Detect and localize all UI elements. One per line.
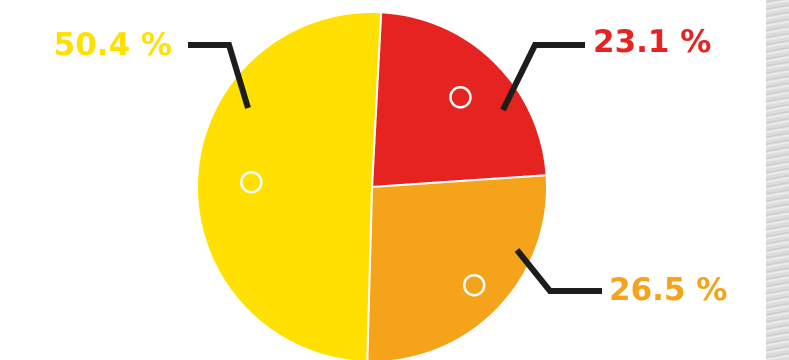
pie-slice-1	[371, 11, 548, 188]
leader-line-3	[188, 42, 251, 109]
annotations: 23.1 % 26.5 % 50.4 %	[54, 24, 728, 308]
slice-marker-3	[240, 170, 263, 194]
data-label-2: 26.5 %	[609, 272, 727, 308]
slice-marker-2	[462, 273, 486, 297]
leader-line-2	[514, 248, 602, 294]
pie-slice-2	[366, 174, 548, 360]
leader-line-1	[500, 42, 585, 112]
pie-slices	[196, 11, 548, 360]
data-label-1: 23.1 %	[593, 24, 711, 60]
slice-marker-1	[449, 86, 472, 109]
data-label-3: 50.4 %	[54, 27, 172, 63]
side-texture-strip	[766, 0, 789, 360]
pie-slice-3	[196, 11, 383, 360]
